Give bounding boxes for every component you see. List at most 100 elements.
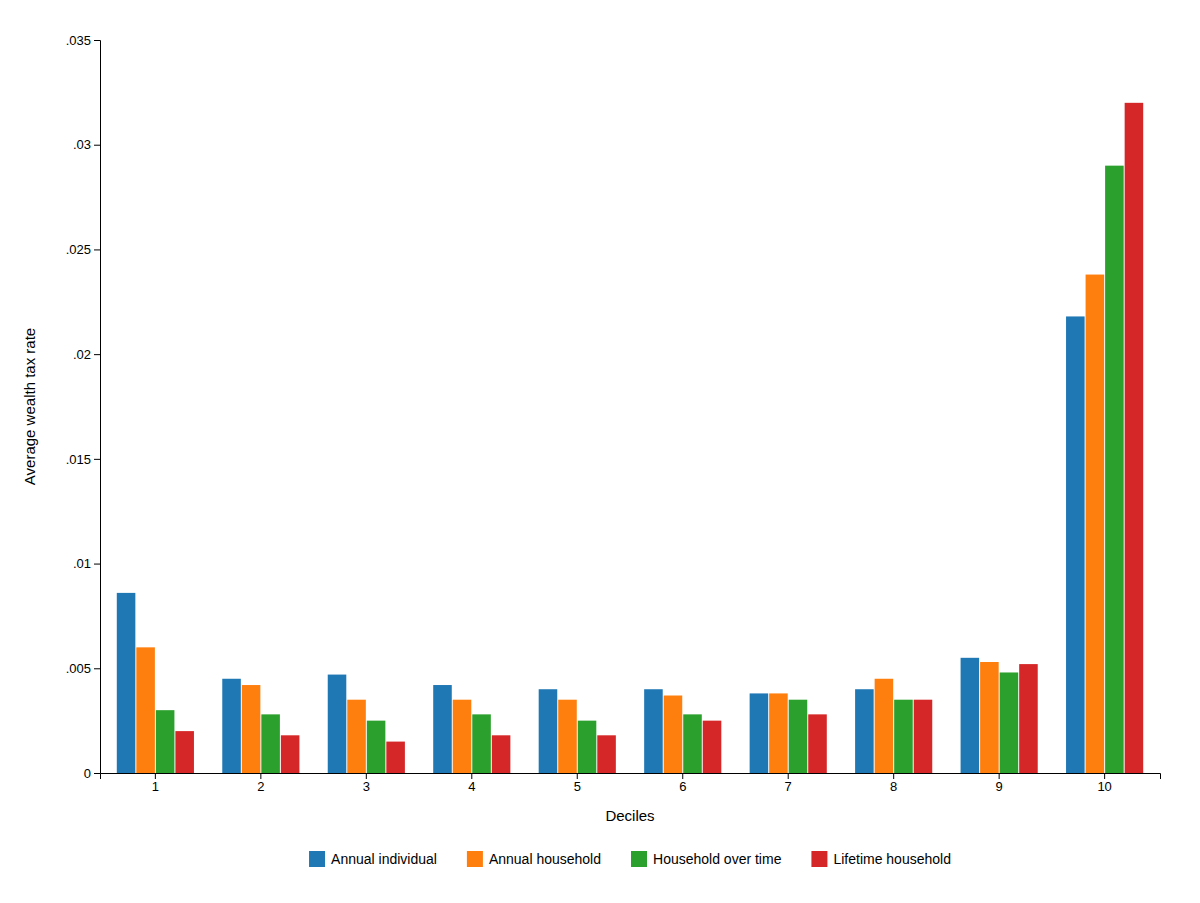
legend-label: Annual individual (331, 851, 437, 867)
bar (664, 696, 683, 773)
x-axis-title: Deciles (605, 807, 654, 824)
bar (875, 679, 894, 773)
bar (683, 714, 702, 773)
tick-label: 3 (363, 779, 370, 794)
bar (597, 735, 616, 773)
bar (492, 735, 511, 773)
bar (961, 658, 980, 773)
bar (433, 685, 452, 773)
bar (222, 679, 241, 773)
tick-label: 5 (574, 779, 581, 794)
bar (242, 685, 261, 773)
tick-mark (94, 773, 100, 774)
bar (914, 700, 933, 773)
tick-mark (94, 354, 100, 355)
bar (644, 689, 663, 773)
tick-label: 1 (152, 779, 159, 794)
tick-label: 2 (257, 779, 264, 794)
tick-label: .02 (73, 347, 91, 362)
bar (281, 735, 300, 773)
y-tick: .02 (73, 347, 100, 362)
x-tick: 4 (468, 773, 475, 794)
bar (156, 710, 175, 773)
axis-line (101, 774, 1161, 780)
tick-mark (94, 145, 100, 146)
y-tick: .025 (66, 242, 100, 257)
bar (1000, 672, 1019, 773)
legend: Annual individual Annual household Househo… (309, 851, 951, 867)
x-tick: 9 (996, 773, 1003, 794)
tick-mark (260, 773, 261, 779)
x-axis: 1 2 3 4 5 6 7 8 9 10 (101, 773, 1161, 794)
tick-mark (94, 459, 100, 460)
tick-label: 0 (84, 766, 91, 781)
tick-label: 4 (468, 779, 475, 794)
legend-item: Household over time (631, 851, 782, 867)
bar (894, 700, 913, 773)
y-tick: .03 (73, 137, 100, 152)
legend-swatch (309, 851, 325, 867)
tick-mark (1104, 773, 1105, 779)
bar (703, 721, 722, 773)
tick-mark (788, 773, 789, 779)
bar (539, 689, 558, 773)
axis-line (94, 41, 101, 774)
bar (136, 647, 155, 773)
y-axis-title: Average wealth tax rate (21, 328, 38, 485)
y-tick: .01 (73, 556, 100, 571)
tick-label: 7 (785, 779, 792, 794)
legend-label: Annual household (489, 851, 601, 867)
tick-mark (94, 40, 100, 41)
bar (347, 700, 366, 773)
x-tick: 1 (152, 773, 159, 794)
x-tick: 10 (1097, 773, 1111, 794)
tick-mark (577, 773, 578, 779)
tick-mark (94, 249, 100, 250)
tick-mark (682, 773, 683, 779)
bar (367, 721, 386, 773)
bar (472, 714, 491, 773)
y-tick: .035 (66, 33, 100, 48)
x-tick: 2 (257, 773, 264, 794)
tick-mark (94, 668, 100, 669)
tick-label: .01 (73, 556, 91, 571)
bar (750, 693, 769, 773)
tick-mark (999, 773, 1000, 779)
tick-mark (94, 564, 100, 565)
chart: 1 2 3 4 5 6 7 8 9 10 0 .005 .01 .015 .02 .025 .03 .035 Dec… (0, 0, 1200, 903)
x-tick: 6 (679, 773, 686, 794)
bar-series (175, 103, 1143, 773)
bar-series (117, 316, 1085, 773)
tick-label: 8 (890, 779, 897, 794)
bar (855, 689, 874, 773)
bar (980, 662, 999, 773)
bar (808, 714, 827, 773)
legend-item: Lifetime household (811, 851, 951, 867)
tick-label: .015 (66, 452, 91, 467)
tick-mark (471, 773, 472, 779)
tick-mark (893, 773, 894, 779)
tick-label: .035 (66, 33, 91, 48)
bar (328, 675, 347, 773)
bar (789, 700, 808, 773)
legend-swatch (631, 851, 647, 867)
y-axis: 0 .005 .01 .015 .02 .025 .03 .035 (66, 33, 101, 781)
bar (453, 700, 472, 773)
tick-label: 9 (996, 779, 1003, 794)
bar (1125, 103, 1144, 773)
legend-swatch (811, 851, 827, 867)
tick-label: 10 (1097, 779, 1111, 794)
bar (1066, 316, 1085, 773)
bar (1019, 664, 1038, 773)
bar (117, 593, 136, 773)
bar (261, 714, 280, 773)
bar (558, 700, 577, 773)
tick-mark (155, 773, 156, 779)
bar (769, 693, 788, 773)
tick-label: .005 (66, 661, 91, 676)
bar-series (136, 275, 1104, 773)
bar-series (156, 166, 1124, 773)
x-tick: 3 (363, 773, 370, 794)
tick-label: .025 (66, 242, 91, 257)
legend-label: Lifetime household (833, 851, 951, 867)
